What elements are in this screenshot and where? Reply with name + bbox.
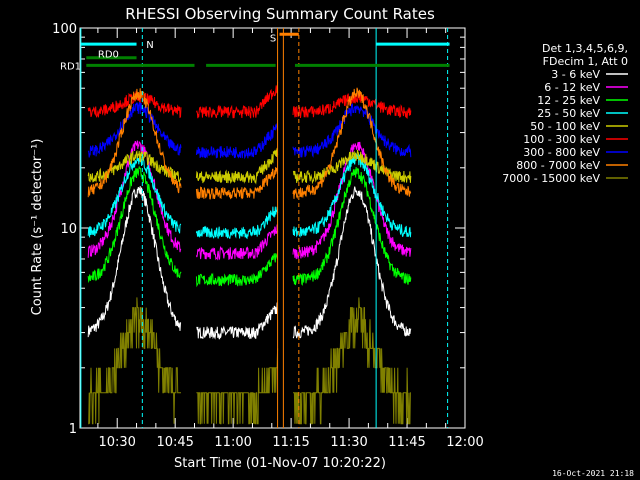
x-axis-label: Start Time (01-Nov-07 10:20:22) xyxy=(174,456,386,471)
x-tick-label: 11:00 xyxy=(214,435,251,450)
chart-title: RHESSI Observing Summary Count Rates xyxy=(125,5,435,23)
x-tick-label: 10:30 xyxy=(98,435,135,450)
y-tick-label: 10 xyxy=(60,222,77,237)
legend-label-3: 25 - 50 keV xyxy=(537,107,600,120)
series-line-7 xyxy=(87,87,412,200)
series-line-4 xyxy=(87,147,412,185)
x-tick-label: 11:15 xyxy=(272,435,309,450)
legend-label-2: 12 - 25 keV xyxy=(537,94,600,107)
series-line-6 xyxy=(87,102,412,160)
series-line-2 xyxy=(87,165,412,288)
x-tick-label: 11:45 xyxy=(388,435,425,450)
series-line-3 xyxy=(87,152,412,240)
y-tick-label: 1 xyxy=(69,422,77,437)
series-line-1 xyxy=(87,140,412,261)
legend-label-8: 7000 - 15000 keV xyxy=(502,172,600,185)
legend-label-1: 6 - 12 keV xyxy=(544,81,600,94)
x-tick-label: 12:00 xyxy=(446,435,483,450)
flag-label-n: N xyxy=(146,40,153,51)
plot-area: 1 10 100 10:30 10:45 11:00 11:15 11:30 11:45 12:0… xyxy=(52,22,484,450)
data-group xyxy=(80,28,449,428)
x-tick-label: 10:45 xyxy=(156,435,193,450)
series-line-8 xyxy=(88,297,411,425)
legend-label-4: 50 - 100 keV xyxy=(530,120,600,133)
y-tick-label: 100 xyxy=(52,22,77,37)
series-line-0 xyxy=(87,186,412,340)
legend-label-7: 800 - 7000 keV xyxy=(516,159,600,172)
legend-label-5: 100 - 300 keV xyxy=(523,133,600,146)
flag-label-rd1: RD1 xyxy=(60,61,81,72)
y-axis-label: Count Rate (s⁻¹ detector⁻¹) xyxy=(30,139,45,316)
x-tick-label: 11:30 xyxy=(330,435,367,450)
flag-label-s: S xyxy=(270,33,276,44)
series-line-5 xyxy=(87,81,412,119)
legend-header-line: Det 1,3,4,5,6,9, xyxy=(542,42,628,55)
legend-header-line: FDecim 1, Att 0 xyxy=(543,55,628,68)
legend-label-6: 300 - 800 keV xyxy=(523,146,600,159)
legend-label-0: 3 - 6 keV xyxy=(551,68,600,81)
timestamp: 16-Oct-2021 21:18 xyxy=(552,469,634,478)
flag-label-rd0: RD0 xyxy=(98,50,119,61)
legend: Det 1,3,4,5,6,9,FDecim 1, Att 03 - 6 keV… xyxy=(502,42,628,185)
